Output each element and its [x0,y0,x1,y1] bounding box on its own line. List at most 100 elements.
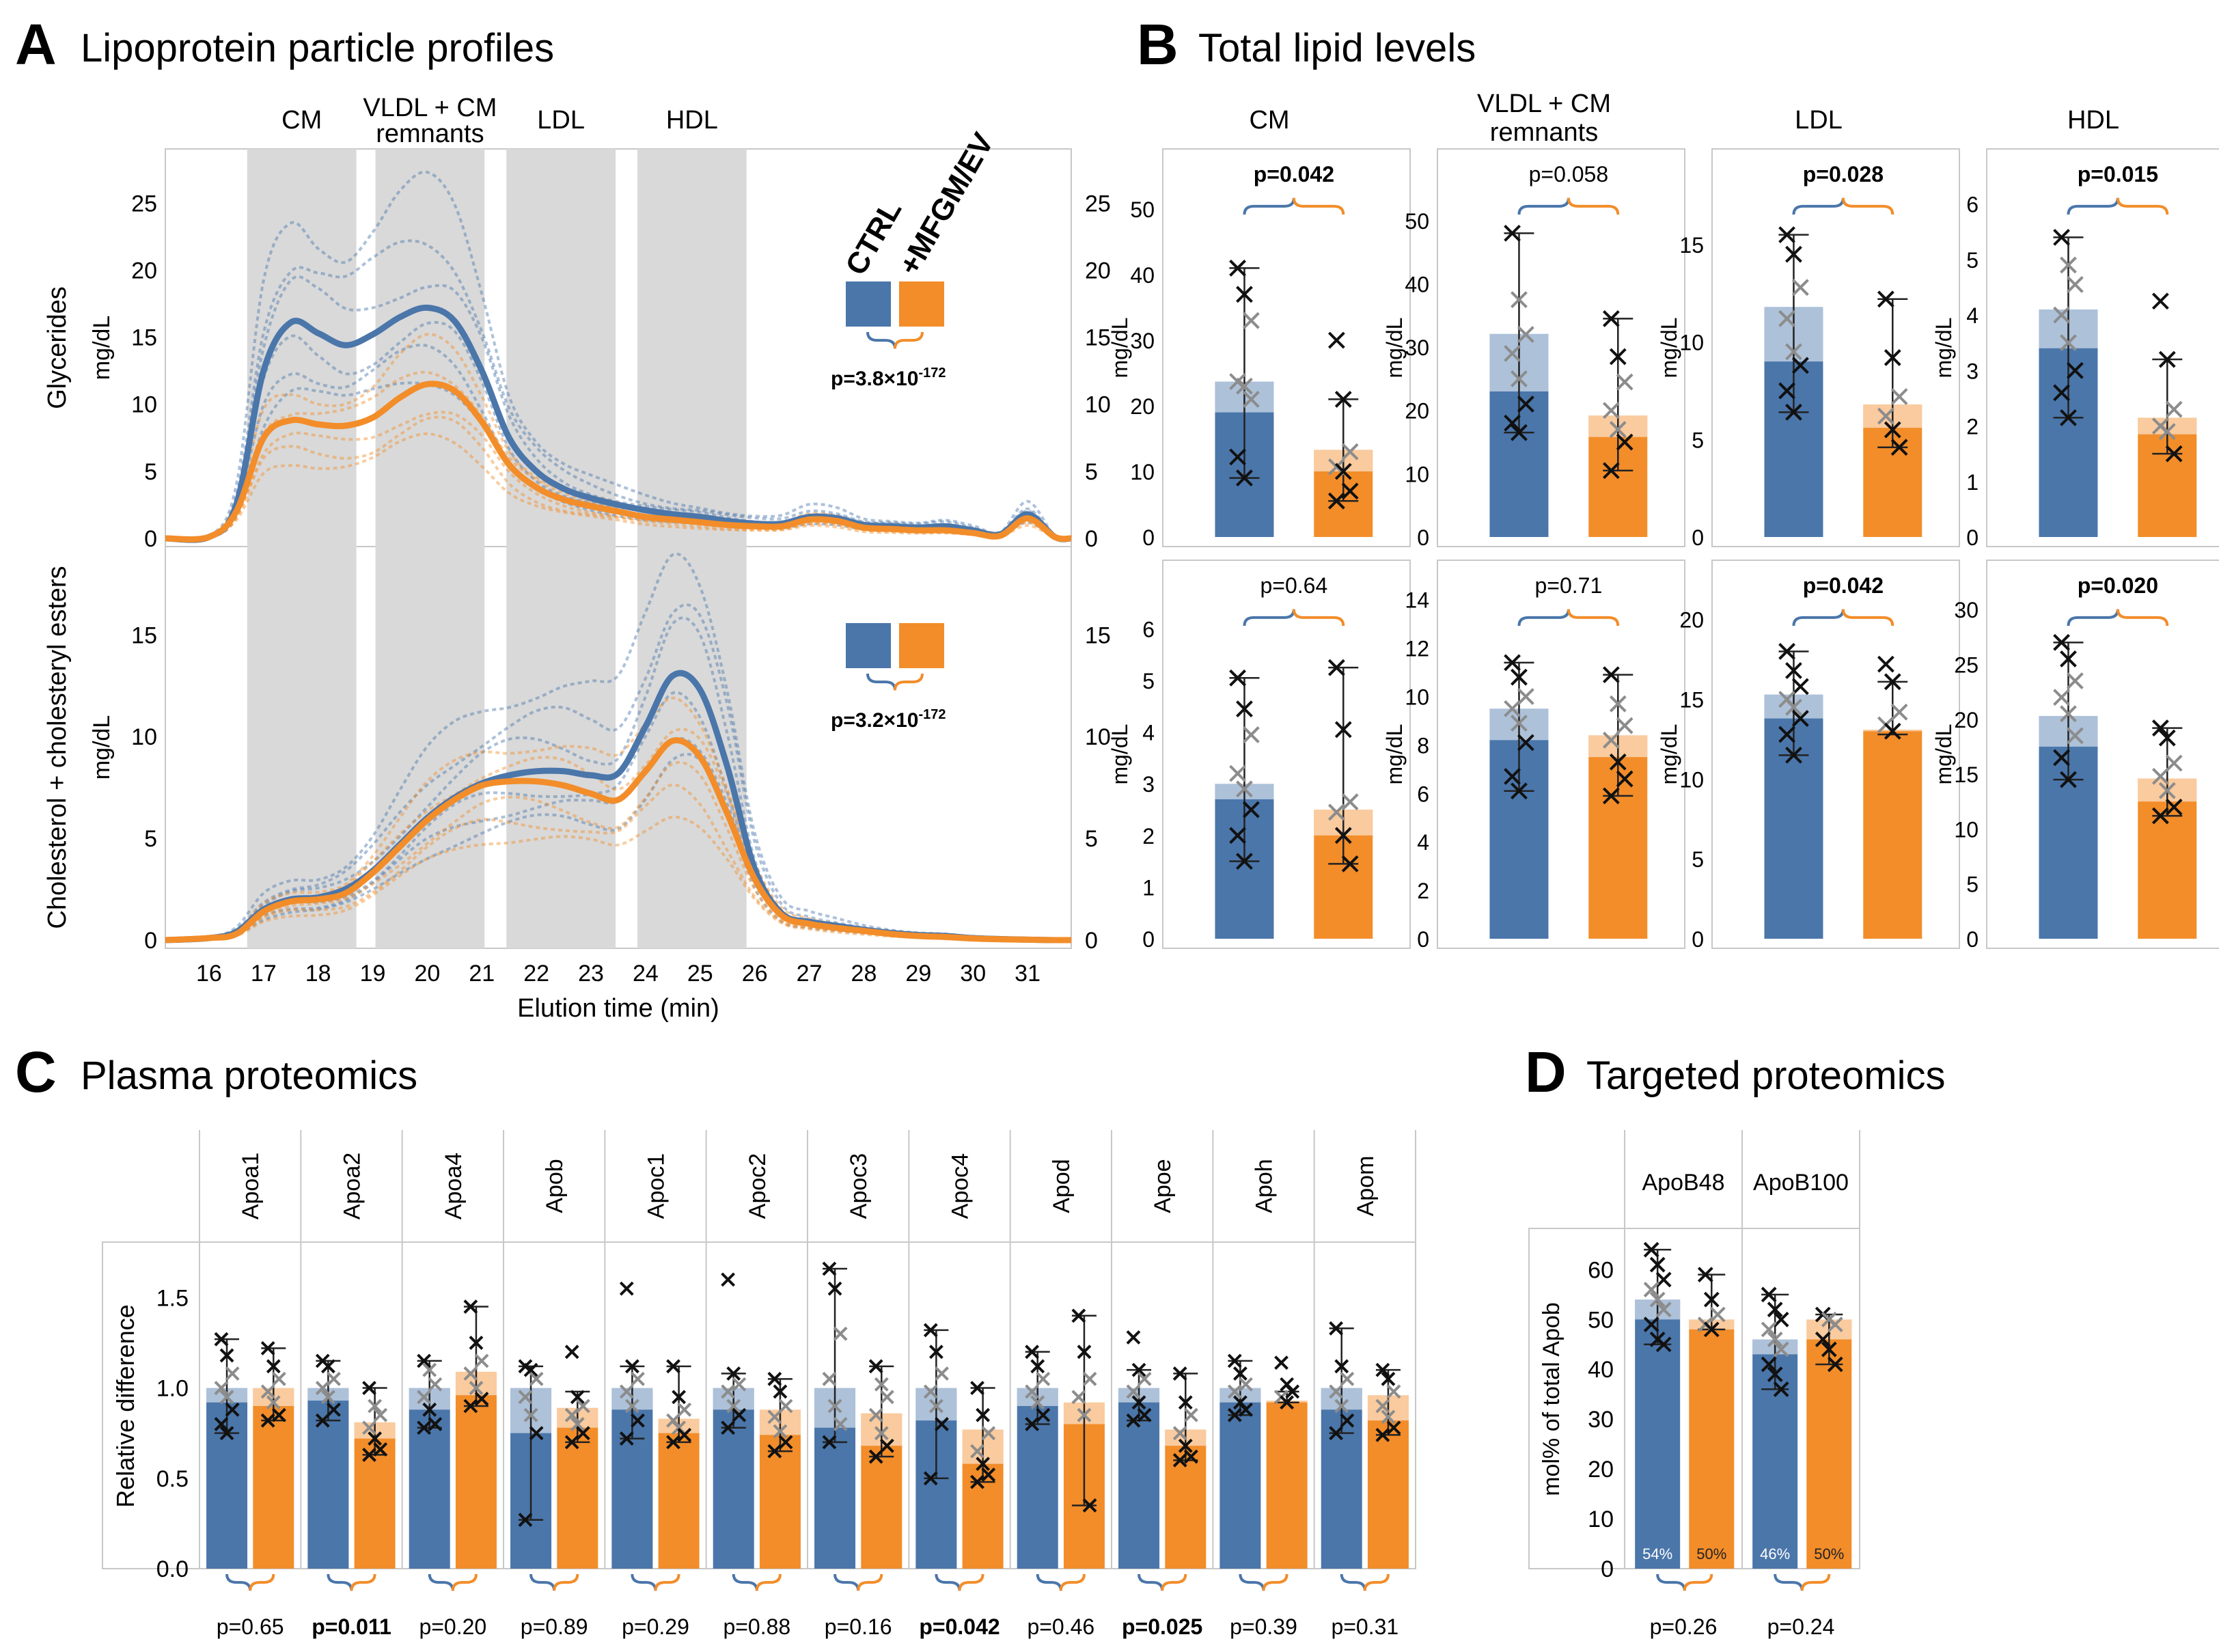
data-point [2066,361,2084,379]
data-point [1890,703,1908,721]
brace-left [833,1573,860,1591]
data-point [672,1390,687,1405]
p-value: p=0.20 [419,1614,486,1639]
brace-left [866,331,896,349]
data-point [1643,1241,1659,1258]
y-tick-label: 15 [1679,233,1704,258]
data-point [1239,1402,1253,1417]
data-point [320,1359,335,1374]
y-tick-label: 1 [1966,470,1979,495]
x-axis-label: Elution time (min) [517,994,719,1023]
data-point [2066,672,2084,689]
column-title: HDL [2067,106,2119,135]
data-point [1504,414,1521,432]
panel-c-heading: C Plasma proteomics [15,1040,417,1104]
data-point [721,1272,736,1287]
data-point [767,1444,782,1459]
subchart-frame [1711,560,1960,949]
y-tick-label: 0.0 [156,1556,189,1582]
y-tick-label: 4 [1966,303,1979,328]
data-point [1327,492,1345,510]
data-point [2060,409,2077,426]
data-point [677,1427,692,1442]
data-point [1761,1286,1777,1303]
protein-label: Apoa2 [340,1153,366,1220]
data-point [677,1402,692,1417]
data-point [529,1426,544,1441]
x-tick-label: 23 [578,961,604,987]
data-point [2158,423,2176,441]
data-point [1229,827,1246,844]
y-axis-label: mg/dL [1107,318,1132,378]
y-tick-label-right: 20 [1085,258,1111,284]
fraction-label: VLDL + CM [363,94,497,122]
data-point [1082,1498,1097,1513]
y-tick-label: 10 [1405,685,1429,710]
data-point [726,1399,741,1414]
data-point [271,1407,286,1422]
data-point [721,1420,736,1435]
data-point [923,1323,938,1338]
data-point [1236,377,1253,395]
y-axis-label: mg/dL [1382,318,1407,378]
y-axis-label: mg/dL [1382,724,1407,785]
data-point [1329,1384,1344,1399]
column-title: remnants [1490,118,1598,147]
data-point [1025,1417,1040,1431]
data-point [469,1336,484,1350]
data-point [1172,1453,1187,1468]
data-point [1890,388,1908,405]
y-tick-label: 5 [1966,872,1979,897]
y-tick-label: 0 [1692,525,1704,550]
significance-brace [1243,609,1345,627]
data-point [575,1399,590,1414]
panel-b-heading: B Total lipid levels [1137,12,1476,77]
significance-brace [1340,1573,1390,1591]
data-point [1511,668,1528,686]
mfgm-bar [1689,1319,1735,1569]
p-value: p=0.46 [1027,1614,1094,1639]
column-title: CM [1249,106,1289,135]
protein-label: Apom [1353,1156,1379,1217]
data-point [868,1449,883,1464]
p-value: p=0.31 [1331,1614,1398,1639]
data-point [1609,348,1627,366]
data-point [721,1384,736,1399]
subchart: 0 2 4 6 8 10 12 14 mg/dL p=0.71 [1382,560,1685,952]
y-tick-label: 2 [1142,824,1155,849]
data-point [1030,1395,1045,1410]
data-point [624,1359,639,1374]
x-tick-label: 19 [360,961,386,987]
y-tick-label-right: 25 [1085,191,1111,217]
y-tick-label-right: 5 [1085,826,1098,852]
data-point [1778,643,1795,660]
y-axis-label: mg/dL [89,715,115,780]
y-tick-label: 60 [1588,1257,1614,1283]
plot-frame [165,148,1072,949]
data-point [1649,1291,1666,1308]
data-point [1791,678,1809,696]
brace-left [1340,1573,1366,1591]
y-axis-label: mg/dL [1931,724,1956,785]
data-point [1791,357,1809,374]
plot-frame [102,1241,1416,1569]
mfgm-bar [658,1418,700,1569]
subchart: 0 1 2 3 4 5 6 mg/dL p=0.015 [1931,148,2219,550]
data-point [1334,827,1352,844]
subchart-frame [1986,560,2219,949]
data-point [1511,291,1528,309]
data-point [923,1384,938,1399]
data-point [1340,1371,1355,1386]
data-point [923,1471,938,1486]
data-point [822,1435,837,1450]
data-point [935,1366,949,1381]
data-point [822,1261,837,1276]
protein-label: Apoa4 [441,1153,467,1220]
data-point [417,1353,432,1368]
data-point [2151,767,2169,785]
data-point [2053,306,2070,324]
y-tick-label: 50 [1130,197,1155,222]
y-tick-label: 0 [1601,1556,1614,1582]
brace-right [1841,197,1894,215]
data-point [1375,1399,1390,1414]
